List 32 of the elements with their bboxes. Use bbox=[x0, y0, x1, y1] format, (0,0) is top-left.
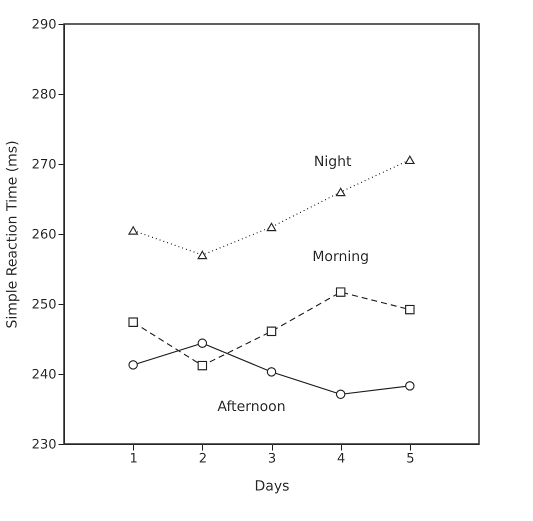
y-axis-title: Simple Reaction Time (ms) bbox=[4, 140, 21, 329]
y-tick-label: 280 bbox=[32, 88, 56, 102]
series-label: Night bbox=[314, 154, 352, 170]
y-tick-label: 270 bbox=[32, 158, 56, 172]
point bbox=[198, 360, 208, 370]
x-tick-label: 2 bbox=[198, 452, 207, 466]
y-tick-label: 290 bbox=[32, 18, 56, 32]
y-tick-label: 250 bbox=[32, 298, 56, 312]
x-tick-label: 4 bbox=[337, 452, 346, 466]
x-tick-label: 3 bbox=[268, 452, 276, 466]
y-tick-label: 260 bbox=[32, 228, 56, 242]
point bbox=[336, 287, 346, 297]
x-tick-label: 5 bbox=[406, 452, 414, 466]
point bbox=[266, 326, 276, 336]
point bbox=[336, 188, 346, 196]
x-tick-label: 1 bbox=[130, 452, 138, 466]
point bbox=[405, 381, 415, 391]
point bbox=[266, 367, 276, 377]
point bbox=[128, 360, 138, 370]
text: Morning bbox=[312, 249, 370, 266]
point bbox=[405, 304, 415, 314]
point bbox=[198, 250, 208, 260]
y-tick-label: 240 bbox=[32, 368, 56, 382]
point bbox=[405, 156, 415, 164]
point bbox=[128, 317, 138, 327]
point bbox=[198, 338, 208, 348]
series-label: Afternoon bbox=[217, 398, 286, 415]
point bbox=[336, 390, 346, 400]
y-tick-label: 230 bbox=[32, 438, 56, 452]
point bbox=[266, 222, 276, 232]
point bbox=[128, 226, 138, 235]
x-axis-title: Days bbox=[254, 478, 290, 494]
